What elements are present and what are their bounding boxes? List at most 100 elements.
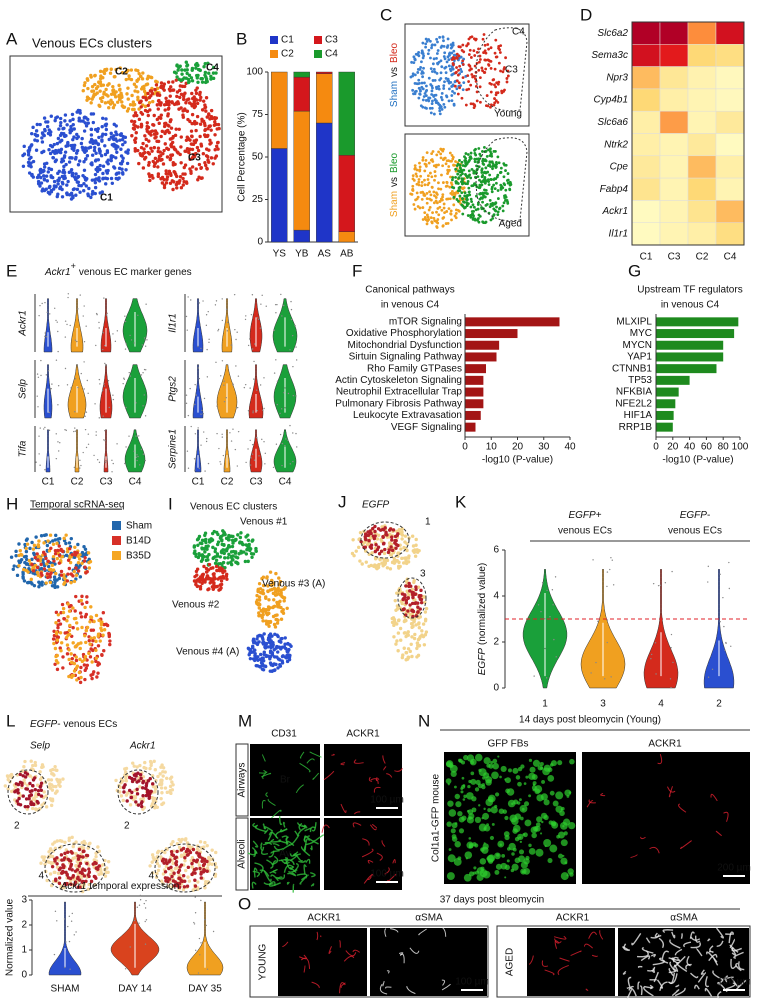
- heat-cell: [660, 89, 688, 111]
- cell-dot: [404, 584, 407, 587]
- jitter-dot: [252, 453, 253, 454]
- jitter-dot: [103, 332, 104, 333]
- cell-dot: [147, 172, 150, 175]
- jitter-dot: [145, 369, 146, 370]
- cell-dot: [203, 555, 206, 558]
- cell-dot: [470, 206, 473, 209]
- cell-dot: [172, 88, 175, 91]
- cell-dot: [115, 139, 118, 142]
- cell-dot: [107, 106, 110, 109]
- cell-dot: [97, 136, 100, 139]
- text-part: EGFP: [30, 719, 58, 730]
- cell-dot: [479, 101, 482, 104]
- cell-dot: [191, 113, 194, 116]
- cell-dot: [109, 72, 112, 75]
- cell-dot: [110, 93, 113, 96]
- cell-dot: [83, 559, 86, 562]
- cell-dot: [153, 136, 156, 139]
- cell-dot: [446, 181, 449, 184]
- cell-dot: [214, 123, 217, 126]
- jitter-dot: [291, 319, 292, 320]
- cell-dot: [461, 197, 464, 200]
- cell-dot: [54, 160, 57, 163]
- cell-dot: [25, 547, 28, 550]
- jitter-dot: [77, 365, 78, 366]
- jitter-dot: [74, 467, 75, 468]
- cell-dot: [130, 94, 133, 97]
- cell-dot: [467, 80, 470, 83]
- cell-dot: [431, 43, 434, 46]
- cell-dot: [78, 159, 81, 162]
- jitter-dot: [49, 313, 50, 314]
- category-label: MYCN: [623, 340, 652, 351]
- cell-dot: [476, 51, 479, 54]
- cell-dot: [92, 112, 95, 115]
- cell-dot: [202, 99, 205, 102]
- cell-dot: [93, 146, 96, 149]
- cell-dot: [51, 772, 54, 775]
- cell-dot: [497, 211, 500, 214]
- cell-dot: [107, 101, 110, 104]
- jitter-dot: [123, 378, 124, 379]
- cell-dot: [60, 570, 63, 573]
- cell-dot: [96, 130, 99, 133]
- cell-dot: [104, 88, 107, 91]
- cell-dot: [382, 542, 385, 545]
- panel-label: L: [6, 711, 15, 730]
- cell-dot: [502, 70, 505, 73]
- x-tick-label: C2: [71, 477, 84, 488]
- cell-dot: [216, 141, 219, 144]
- bar: [465, 329, 518, 338]
- jitter-dot: [99, 462, 100, 463]
- cell-dot: [169, 144, 172, 147]
- jitter-dot: [281, 315, 282, 316]
- cell-dot: [191, 165, 194, 168]
- cell-dot: [85, 613, 88, 616]
- cell-dot: [458, 159, 461, 162]
- cell-dot: [17, 542, 20, 545]
- cell-dot: [157, 107, 160, 110]
- category-label: MYC: [630, 328, 652, 339]
- cell-dot: [160, 791, 163, 794]
- cell-dot: [470, 198, 473, 201]
- cell-dot: [478, 221, 481, 224]
- cell-dot: [464, 206, 467, 209]
- cell-dot: [34, 807, 37, 810]
- cell-dot: [153, 165, 156, 168]
- legend-label: C4: [325, 49, 338, 60]
- text-part: Bleo: [389, 152, 400, 172]
- cell-dot: [29, 161, 32, 164]
- jitter-dot: [131, 339, 132, 340]
- jitter-dot: [208, 339, 209, 340]
- cell-dot: [135, 780, 138, 783]
- cell-dot: [269, 632, 272, 635]
- cell-dot: [433, 217, 436, 220]
- heat-cell: [716, 156, 744, 178]
- cell-dot: [437, 181, 440, 184]
- cell-dot: [393, 541, 396, 544]
- cell-dot: [443, 67, 446, 70]
- jitter-dot: [227, 330, 228, 331]
- heat-cell: [716, 89, 744, 111]
- cell-dot: [74, 172, 77, 175]
- cell-dot: [199, 587, 202, 590]
- cell-dot: [43, 128, 46, 131]
- heat-cell: [632, 44, 660, 66]
- cell-dot: [424, 183, 427, 186]
- cell-dot: [156, 118, 159, 121]
- cell-dot: [227, 538, 230, 541]
- y-axis-label: Cell Percentage (%): [237, 112, 248, 201]
- cell-dot: [203, 103, 206, 106]
- cell-dot: [422, 99, 425, 102]
- jitter-dot: [194, 458, 195, 459]
- jitter-dot: [83, 305, 84, 306]
- jitter-dot: [253, 378, 254, 379]
- cell-dot: [246, 547, 249, 550]
- cell-dot: [352, 554, 355, 557]
- cell-dot: [421, 198, 424, 201]
- cell-dot: [169, 785, 172, 788]
- cell-dot: [70, 661, 73, 664]
- cell-dot: [278, 593, 281, 596]
- cell-dot: [418, 162, 421, 165]
- cell-dot: [454, 168, 457, 171]
